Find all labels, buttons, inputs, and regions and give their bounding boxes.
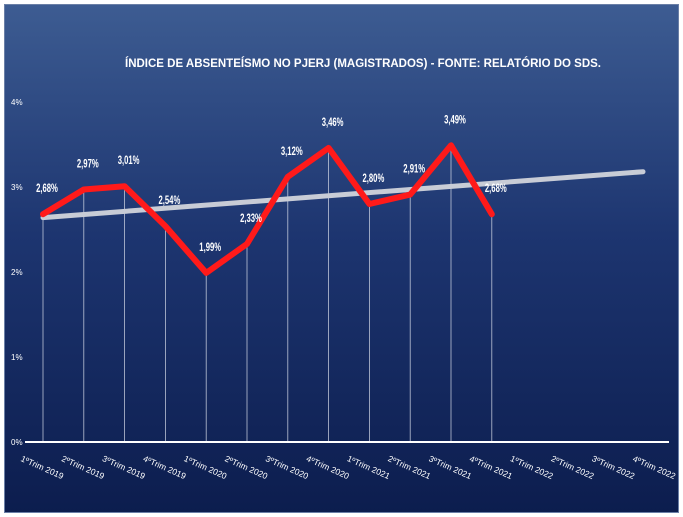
y-tick-label: 1% <box>11 353 23 362</box>
chart-background <box>5 5 678 512</box>
y-tick-label: 4% <box>11 98 23 107</box>
data-label: 2,68% <box>36 183 58 196</box>
data-label: 1,99% <box>199 241 221 254</box>
data-point <box>408 192 413 197</box>
data-point <box>448 143 454 148</box>
data-label: 2,33% <box>240 212 262 225</box>
data-point <box>163 223 168 229</box>
data-point <box>489 212 494 217</box>
chart-title: ÍNDICE DE ABSENTEÍSMO NO PJERJ (MAGISTRA… <box>125 57 601 70</box>
data-label: 3,46% <box>322 116 344 129</box>
y-tick-label: 2% <box>11 268 23 277</box>
data-label: 2,68% <box>485 183 507 196</box>
data-label: 3,12% <box>281 145 303 158</box>
data-point <box>81 187 87 192</box>
data-label: 2,54% <box>158 195 180 208</box>
data-label: 3,01% <box>118 155 140 168</box>
data-label: 2,91% <box>403 163 425 176</box>
data-point <box>40 212 46 217</box>
series-line <box>40 142 495 276</box>
data-point <box>367 201 372 207</box>
data-label: 2,80% <box>362 172 384 185</box>
data-label: 2,97% <box>77 158 99 171</box>
data-point <box>285 174 290 179</box>
data-label: 3,49% <box>444 114 466 127</box>
trend-line <box>40 169 646 221</box>
data-point <box>204 270 209 276</box>
line-chart: ÍNDICE DE ABSENTEÍSMO NO PJERJ (MAGISTRA… <box>5 5 678 512</box>
y-tick-label: 0% <box>11 438 23 447</box>
data-point <box>326 145 331 151</box>
y-tick-label: 3% <box>11 183 23 192</box>
chart-frame: ÍNDICE DE ABSENTEÍSMO NO PJERJ (MAGISTRA… <box>4 4 679 513</box>
data-point <box>122 183 127 189</box>
data-point <box>244 241 250 247</box>
